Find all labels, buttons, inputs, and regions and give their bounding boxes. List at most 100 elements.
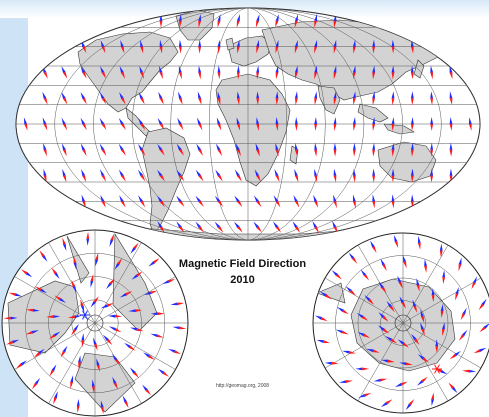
field-arrow [333, 39, 337, 54]
needle-north-half [352, 65, 356, 73]
field-arrow [234, 169, 242, 182]
polar-field-arrow [458, 257, 462, 272]
needle-north-half [51, 364, 57, 372]
needle-south-half [421, 316, 425, 324]
needle-north-half [391, 194, 395, 202]
needle-north-half [142, 384, 148, 391]
needle-south-half [333, 123, 337, 131]
polar-field-arrow [119, 291, 133, 298]
needle-north-half [99, 92, 105, 99]
needle-south-half [82, 200, 86, 209]
field-arrow [410, 194, 414, 209]
needle-north-half [366, 348, 374, 353]
needle-south-half [431, 295, 435, 303]
needle-south-half [414, 338, 420, 346]
needle-south-half [81, 340, 85, 348]
needle-south-half [106, 338, 113, 346]
needle-south-half [236, 72, 240, 80]
needle-south-half [398, 281, 403, 289]
field-arrow [449, 168, 453, 183]
needle-north-half [372, 91, 376, 99]
needle-south-half [430, 72, 434, 80]
polar-field-arrow [112, 376, 118, 390]
field-arrow [430, 117, 434, 131]
needle-south-half [417, 242, 421, 250]
needle-south-half [51, 267, 57, 275]
needle-north-half [54, 391, 58, 399]
field-arrow [100, 194, 106, 208]
polar-field-arrow [60, 345, 68, 358]
needle-north-half [128, 309, 136, 312]
needle-north-half [431, 399, 435, 407]
needle-south-half [352, 46, 356, 54]
polar-field-arrow [378, 325, 390, 334]
field-arrow [118, 117, 126, 131]
polar-field-arrow [431, 288, 435, 303]
field-arrow [118, 169, 126, 182]
needle-south-half [178, 46, 182, 54]
field-arrow [333, 142, 337, 157]
needle-south-half [363, 274, 370, 281]
needle-south-half [106, 303, 114, 308]
needle-south-half [109, 278, 115, 285]
needle-north-half [370, 240, 375, 248]
field-arrow [275, 91, 279, 106]
needle-south-half [46, 315, 54, 319]
meridian [247, 8, 480, 240]
needle-north-half [373, 378, 381, 382]
needle-north-half [355, 367, 363, 371]
polar-field-arrow [417, 354, 429, 363]
needle-north-half [162, 280, 170, 285]
needle-south-half [275, 20, 279, 28]
field-arrow [292, 221, 301, 234]
needle-south-half [24, 123, 28, 131]
pole-star-ray [434, 364, 438, 370]
needle-north-half [314, 14, 318, 22]
needle-north-half [449, 117, 453, 125]
needle-south-half [153, 258, 160, 264]
needle-north-half [40, 288, 48, 294]
field-arrow [157, 169, 165, 182]
field-arrow [294, 65, 298, 80]
needle-south-half [275, 123, 279, 131]
polar-field-arrow [358, 392, 372, 398]
needle-south-half [43, 175, 47, 183]
needle-north-half [157, 143, 163, 151]
needle-north-half [275, 14, 279, 22]
polar-content [2, 230, 188, 416]
needle-south-half [410, 175, 414, 183]
needle-north-half [120, 39, 124, 48]
needle-north-half [399, 362, 407, 366]
needle-north-half [469, 369, 477, 373]
field-arrow [352, 142, 356, 157]
polar-field-arrow [51, 267, 60, 280]
field-arrow [61, 117, 68, 131]
field-arrow [42, 91, 48, 105]
needle-south-half [159, 174, 165, 182]
needle-north-half [440, 369, 448, 375]
needle-north-half [118, 169, 124, 177]
needle-south-half [121, 200, 126, 208]
needle-north-half [112, 353, 118, 361]
needle-north-half [385, 335, 392, 341]
needle-north-half [352, 117, 356, 125]
needle-south-half [236, 46, 240, 54]
polar-field-arrow [129, 367, 139, 378]
needle-north-half [294, 117, 298, 125]
needle-north-half [378, 281, 384, 289]
needle-north-half [360, 269, 366, 276]
needle-south-half [101, 46, 106, 54]
needle-south-half [168, 278, 176, 283]
needle-north-half [256, 39, 260, 47]
field-arrow [159, 39, 163, 54]
field-arrow [99, 169, 107, 182]
needle-north-half [372, 39, 376, 47]
needle-north-half [462, 307, 467, 315]
needle-south-half [121, 149, 126, 156]
needle-north-half [335, 329, 343, 334]
field-arrow [255, 14, 260, 28]
needle-south-half [294, 175, 299, 183]
needle-north-half [62, 345, 68, 353]
needle-south-half [121, 97, 126, 105]
needle-south-half [179, 326, 187, 330]
